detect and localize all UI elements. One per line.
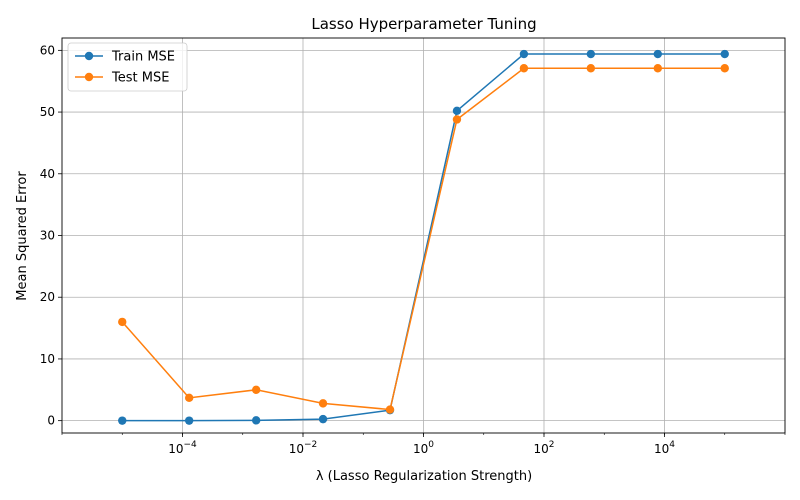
data-point-2	[587, 64, 595, 72]
data-point-2	[118, 318, 126, 326]
x-axis-label: λ (Lasso Regularization Strength)	[316, 469, 532, 484]
y-tick-label: 60	[40, 43, 55, 57]
x-tick-label: 102	[533, 440, 554, 456]
legend-label: Train MSE	[111, 50, 175, 65]
y-tick-label: 10	[40, 352, 55, 366]
y-tick-label: 30	[40, 229, 55, 243]
data-point-1	[721, 50, 729, 58]
legend-marker	[85, 52, 93, 60]
data-point-2	[252, 386, 260, 394]
y-tick-label: 0	[47, 414, 55, 428]
legend-label: Test MSE	[111, 71, 169, 86]
axis-ticks: 0 10 20 30 40 50 60 10−4 10−2 100 102 104	[40, 43, 785, 456]
x-tick-label: 10−2	[289, 440, 318, 456]
data-point-2	[520, 64, 528, 72]
legend: Train MSE Test MSE	[68, 43, 187, 91]
data-point-2	[386, 405, 394, 413]
grid-lines	[62, 38, 785, 433]
x-tick-label: 104	[654, 440, 675, 456]
data-point-1	[118, 416, 126, 424]
data-point-1	[520, 50, 528, 58]
data-point-2	[185, 394, 193, 402]
legend-marker	[85, 73, 93, 81]
data-point-1	[453, 107, 461, 115]
data-point-2	[319, 399, 327, 407]
y-tick-label: 40	[40, 167, 55, 181]
data-point-1	[319, 415, 327, 423]
y-tick-label: 20	[40, 290, 55, 304]
data-point-2	[654, 64, 662, 72]
data-point-1	[252, 416, 260, 424]
data-point-1	[587, 50, 595, 58]
data-point-2	[453, 115, 461, 123]
data-point-1	[185, 416, 193, 424]
chart-title: Lasso Hyperparameter Tuning	[311, 15, 536, 33]
x-tick-label: 10−4	[168, 440, 197, 456]
y-axis-label: Mean Squared Error	[15, 171, 30, 301]
x-tick-label: 100	[413, 440, 434, 456]
y-tick-label: 50	[40, 105, 55, 119]
data-point-1	[654, 50, 662, 58]
data-point-2	[721, 64, 729, 72]
